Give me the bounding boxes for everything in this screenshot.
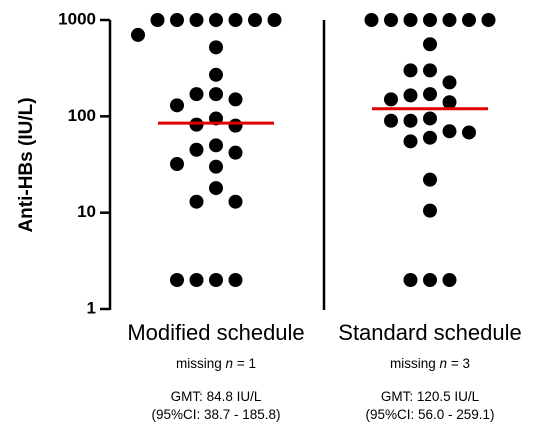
data-point bbox=[150, 13, 165, 27]
y-tick-label: 100 bbox=[68, 106, 96, 125]
data-point bbox=[228, 92, 243, 107]
y-tick-label: 10 bbox=[77, 202, 96, 221]
y-tick-label: 1000 bbox=[58, 9, 96, 28]
missing-count-label: missing n = 1 bbox=[176, 356, 256, 371]
data-point bbox=[170, 273, 184, 288]
missing-n: n bbox=[440, 356, 448, 371]
data-point bbox=[228, 145, 243, 160]
group-label: Modified schedule bbox=[127, 320, 304, 345]
data-point bbox=[462, 125, 476, 140]
ci-label: (95%CI: 38.7 - 185.8) bbox=[151, 407, 280, 422]
data-point bbox=[228, 194, 243, 209]
data-point bbox=[228, 118, 243, 133]
data-point bbox=[384, 13, 398, 27]
data-point bbox=[403, 13, 418, 27]
gmt-label: GMT: 120.5 IU/L bbox=[381, 389, 480, 404]
data-point bbox=[423, 273, 437, 288]
data-point bbox=[209, 138, 223, 153]
data-point bbox=[423, 130, 437, 145]
data-point bbox=[423, 203, 437, 218]
data-point bbox=[209, 159, 223, 174]
data-point bbox=[209, 67, 223, 82]
data-point bbox=[442, 95, 457, 110]
data-point bbox=[189, 87, 204, 102]
missing-suffix: = 1 bbox=[233, 356, 256, 371]
data-point bbox=[170, 98, 184, 113]
data-point bbox=[423, 13, 437, 27]
data-point bbox=[189, 142, 204, 157]
y-axis-label: Anti-HBs (IU/L) bbox=[16, 97, 37, 232]
data-point bbox=[209, 273, 223, 288]
data-point bbox=[189, 194, 204, 209]
data-point bbox=[442, 124, 457, 139]
data-point bbox=[248, 13, 262, 27]
data-point bbox=[403, 134, 418, 149]
axes bbox=[108, 20, 326, 310]
missing-count-label: missing n = 3 bbox=[390, 356, 470, 371]
data-point bbox=[403, 88, 418, 103]
data-point bbox=[462, 13, 476, 27]
data-point bbox=[267, 13, 282, 27]
y-tick-label: 1 bbox=[87, 298, 96, 317]
data-point bbox=[481, 13, 496, 27]
data-point bbox=[189, 273, 204, 288]
data-point bbox=[403, 273, 418, 288]
data-point bbox=[209, 87, 223, 102]
data-point bbox=[384, 113, 398, 128]
data-point bbox=[442, 13, 457, 27]
y-ticks: 1 10 100 1000 bbox=[58, 9, 110, 317]
data-point bbox=[170, 157, 184, 172]
data-point bbox=[170, 13, 184, 27]
median-lines bbox=[158, 107, 488, 125]
data-point bbox=[403, 113, 418, 128]
missing-n: n bbox=[226, 356, 234, 371]
missing-prefix: missing bbox=[390, 356, 440, 371]
data-point bbox=[131, 27, 145, 42]
data-point bbox=[403, 63, 418, 78]
data-point bbox=[189, 117, 204, 132]
gmt-label: GMT: 84.8 IU/L bbox=[171, 389, 262, 404]
data-points bbox=[131, 13, 496, 288]
data-point bbox=[209, 13, 223, 27]
data-point bbox=[384, 92, 398, 107]
data-point bbox=[423, 111, 437, 126]
data-point bbox=[442, 273, 457, 288]
data-point bbox=[228, 273, 243, 288]
missing-prefix: missing bbox=[176, 356, 226, 371]
group-label: Standard schedule bbox=[338, 320, 521, 345]
missing-suffix: = 3 bbox=[447, 356, 470, 371]
data-point bbox=[209, 40, 223, 55]
data-point bbox=[423, 172, 437, 187]
data-point bbox=[423, 87, 437, 102]
data-point bbox=[364, 13, 379, 27]
group-labels: Modified schedule missing n = 1 GMT: 84.8 … bbox=[127, 320, 521, 422]
data-point bbox=[442, 75, 457, 90]
data-point bbox=[189, 13, 204, 27]
data-point bbox=[209, 181, 223, 196]
data-point bbox=[423, 37, 437, 52]
data-point bbox=[423, 63, 437, 78]
data-point bbox=[228, 13, 243, 27]
ci-label: (95%CI: 56.0 - 259.1) bbox=[365, 407, 494, 422]
